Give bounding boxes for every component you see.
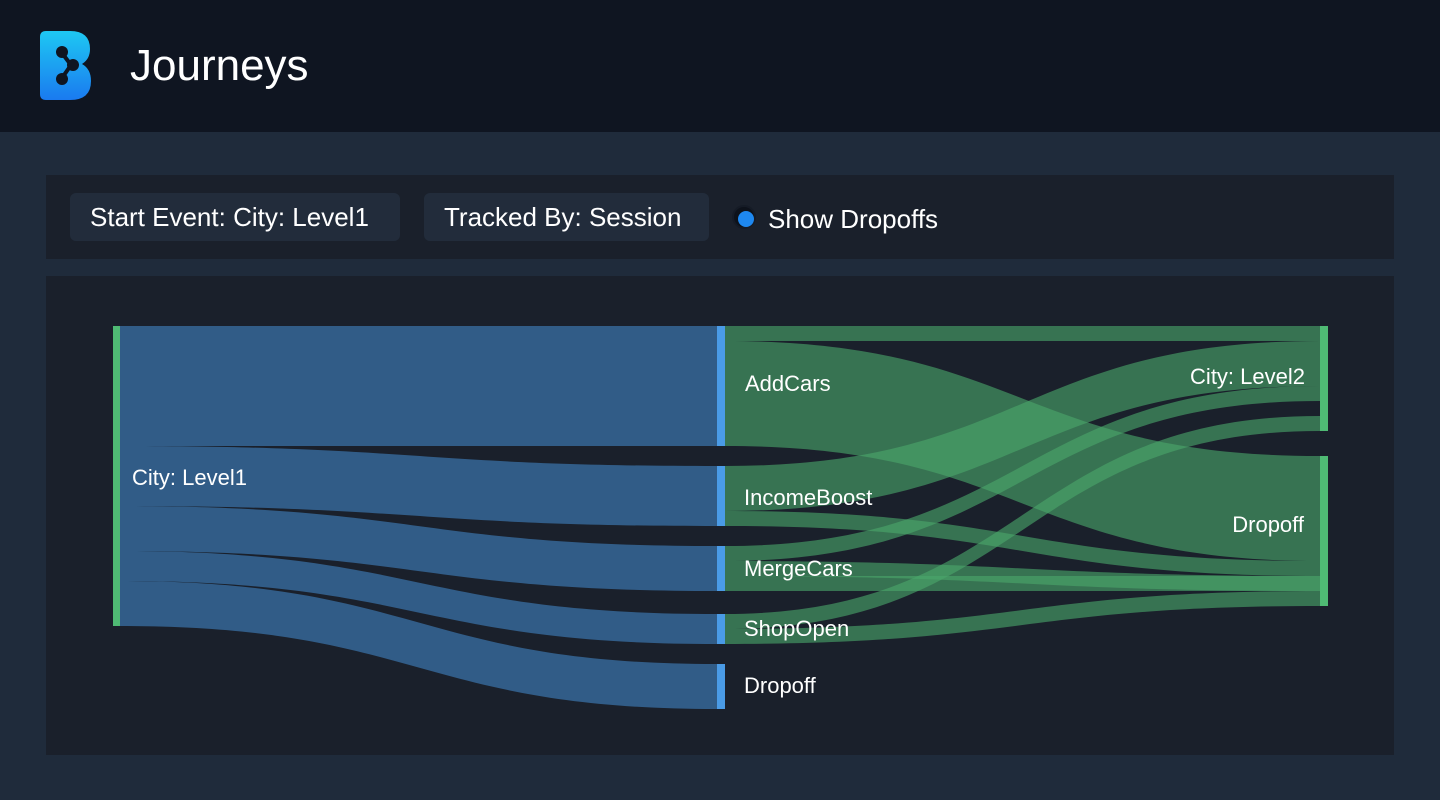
sankey-link-addcars-to-level2[interactable] [725, 326, 1320, 341]
sankey-node-dropoff1[interactable] [717, 664, 725, 709]
sankey-link-mergecars-to-dropoff2[interactable] [725, 576, 1320, 591]
start-event-selector[interactable]: Start Event: City: Level1 [70, 193, 400, 241]
show-dropoffs-radio[interactable] [732, 205, 756, 229]
sankey-link-start-to-mergecars[interactable] [120, 506, 717, 591]
sankey-link-start-to-incomeboost[interactable] [120, 446, 717, 526]
sankey-node-mergecars[interactable] [717, 546, 725, 591]
sankey-node-shopopen[interactable] [717, 614, 725, 644]
sankey-node-label-dropoff2: Dropoff [1232, 512, 1305, 537]
sankey-node-label-incomeboost: IncomeBoost [744, 485, 872, 510]
show-dropoffs-toggle[interactable]: Show Dropoffs [732, 197, 992, 241]
sankey-link-incomeboost-to-level2[interactable] [725, 341, 1320, 511]
sankey-node-label-shopopen: ShopOpen [744, 616, 849, 641]
sankey-link-mergecars-to-level2[interactable] [725, 386, 1320, 561]
tracked-by-selector[interactable]: Tracked By: Session [424, 193, 709, 241]
sankey-link-shopopen-to-level2[interactable] [725, 416, 1320, 629]
sankey-node-level2[interactable] [1320, 326, 1328, 431]
branch-logo-icon[interactable] [40, 31, 91, 100]
sankey-node-label-addcars: AddCars [745, 371, 831, 396]
page-title: Journeys [130, 41, 309, 90]
radio-selected-dot [738, 211, 754, 227]
sankey-node-addcars[interactable] [717, 326, 725, 446]
sankey-node-label-start: City: Level1 [132, 465, 247, 490]
sankey-node-start[interactable] [113, 326, 120, 626]
journey-controls: Start Event: City: Level1 Tracked By: Se… [46, 175, 1394, 259]
sankey-node-label-dropoff1: Dropoff [744, 673, 817, 698]
sankey-node-label-level2: City: Level2 [1190, 364, 1305, 389]
sankey-link-addcars-to-dropoff2[interactable] [725, 341, 1320, 561]
sankey-link-start-to-shopopen[interactable] [120, 551, 717, 644]
sankey-link-start-to-addcars[interactable] [120, 326, 717, 446]
sankey-node-label-mergecars: MergeCars [744, 556, 853, 581]
journey-sankey-panel: City: Level1 AddCars IncomeBoost MergeCars S… [46, 276, 1394, 755]
sankey-chart: City: Level1 AddCars IncomeBoost MergeCars S… [113, 326, 1328, 709]
sankey-link-start-to-dropoff1[interactable] [120, 581, 717, 709]
sankey-node-dropoff2[interactable] [1320, 456, 1328, 606]
app-header: Journeys [0, 0, 1440, 132]
show-dropoffs-label: Show Dropoffs [768, 204, 939, 234]
sankey-link-incomeboost-to-dropoff2[interactable] [725, 511, 1320, 576]
sankey-link-shopopen-to-dropoff2[interactable] [725, 591, 1320, 644]
sankey-node-incomeboost[interactable] [717, 466, 725, 526]
